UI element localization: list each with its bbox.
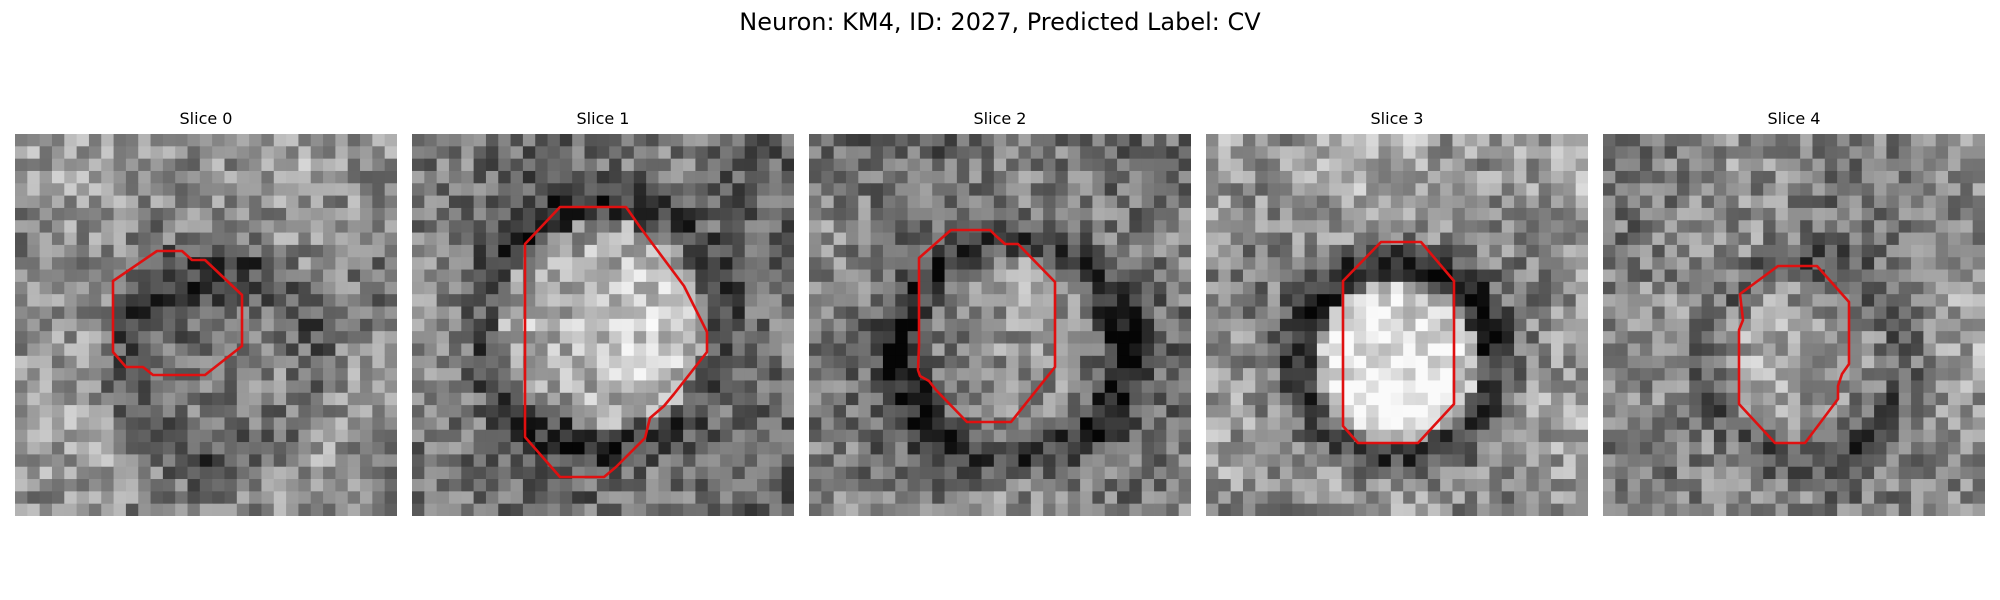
slice-panel-0: Slice 0 [15, 108, 397, 516]
figure-title: Neuron: KM4, ID: 2027, Predicted Label: … [739, 8, 1261, 36]
slice-title: Slice 1 [576, 109, 630, 128]
slice-image [1206, 134, 1588, 516]
slice-title: Slice 4 [1767, 109, 1821, 128]
slice-image [15, 134, 397, 516]
slice-title: Slice 0 [179, 109, 233, 128]
slice-title: Slice 2 [973, 109, 1027, 128]
slice-image [1603, 134, 1985, 516]
slice-panel-4: Slice 4 [1603, 108, 1985, 516]
slice-image [809, 134, 1191, 516]
roi-contour [1737, 264, 1851, 445]
slice-image [412, 134, 794, 516]
slice-panel-3: Slice 3 [1206, 108, 1588, 516]
roi-contour [111, 249, 244, 377]
roi-contour [1341, 240, 1456, 445]
slice-panel-2: Slice 2 [809, 108, 1191, 516]
slice-panel-1: Slice 1 [412, 108, 794, 516]
roi-contour [523, 205, 709, 479]
roi-contour [916, 228, 1057, 424]
slice-title: Slice 3 [1370, 109, 1424, 128]
